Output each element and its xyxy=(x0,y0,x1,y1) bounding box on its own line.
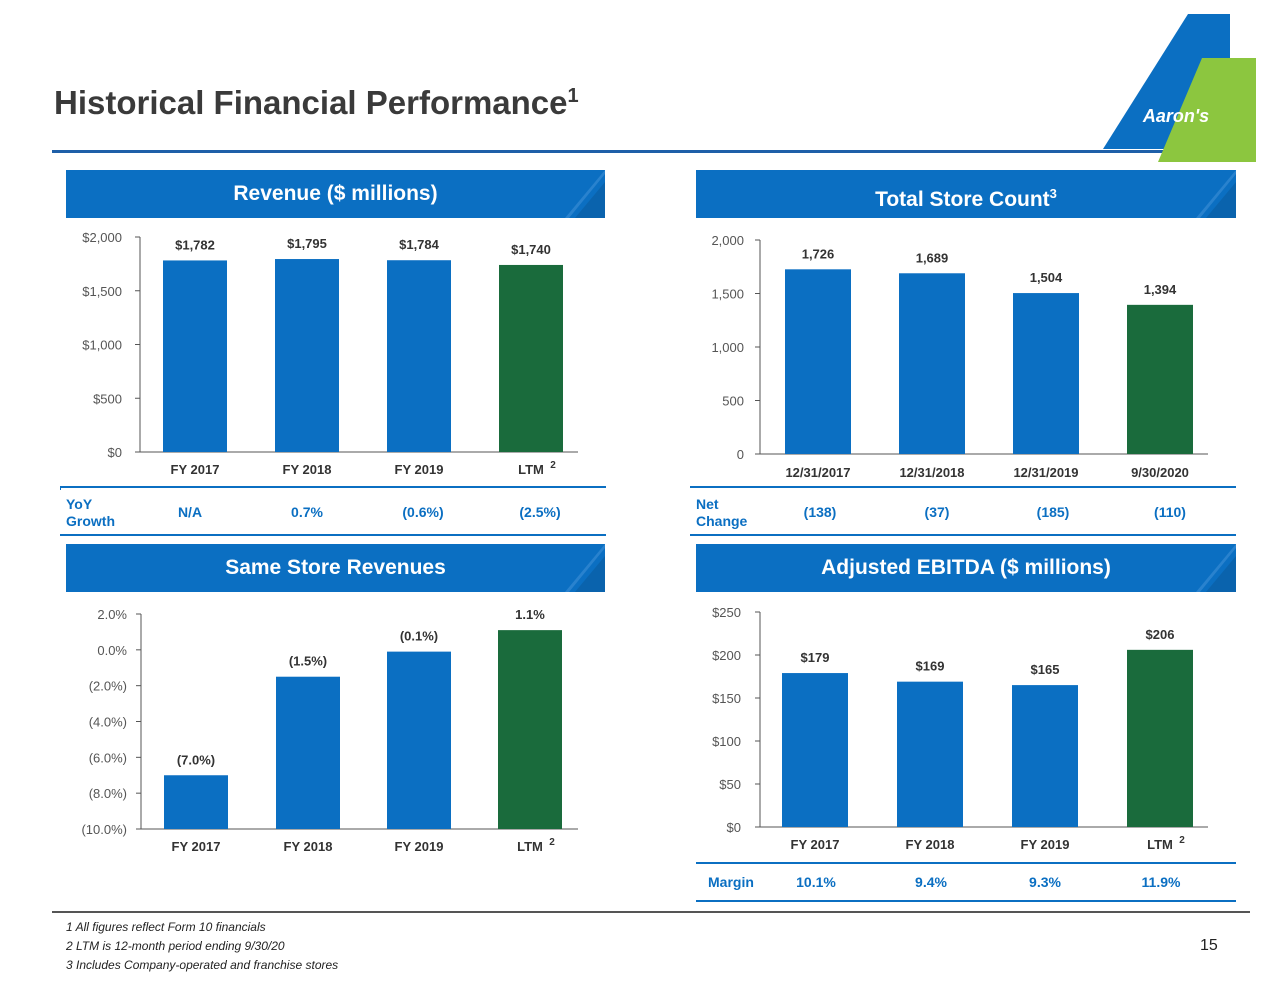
y-tick-label: $50 xyxy=(719,777,741,792)
row-value: 9.3% xyxy=(995,874,1095,890)
row-value: 9.4% xyxy=(881,874,981,890)
y-tick-label: $200 xyxy=(712,648,741,663)
bar xyxy=(1012,685,1078,827)
row-value: 0.7% xyxy=(257,504,357,520)
bar xyxy=(897,682,963,827)
footnote: 1 All figures reflect Form 10 financials xyxy=(66,920,266,934)
bar xyxy=(782,673,848,827)
row-value: N/A xyxy=(140,504,240,520)
revenue-growth-row: YoY Growth N/A 0.7% (0.6%) (2.5%) xyxy=(60,486,606,536)
row-value: 10.1% xyxy=(766,874,866,890)
category-footnote-mark: 2 xyxy=(1179,835,1185,846)
y-tick-label: $250 xyxy=(712,605,741,620)
stores-net-change-row: Net Change (138) (37) (185) (110) xyxy=(690,486,1236,536)
row-value: (185) xyxy=(1003,504,1103,520)
row-label: Net Change xyxy=(696,496,747,530)
row-value: 11.9% xyxy=(1111,874,1211,890)
y-tick-label: $0 xyxy=(727,820,741,835)
row-value: (2.5%) xyxy=(490,504,590,520)
ebitda-margin-row: Margin 10.1% 9.4% 9.3% 11.9% xyxy=(696,862,1236,902)
data-label: $179 xyxy=(801,650,830,665)
row-label: YoY Growth xyxy=(66,496,115,530)
row-value: (0.6%) xyxy=(373,504,473,520)
footnote: 3 Includes Company-operated and franchis… xyxy=(66,958,338,972)
y-tick-label: $100 xyxy=(712,734,741,749)
row-value: (37) xyxy=(887,504,987,520)
row-label: Margin xyxy=(708,874,754,891)
bar xyxy=(1127,650,1193,827)
footer-divider xyxy=(52,911,1250,913)
category-label: FY 2019 xyxy=(1021,837,1070,852)
category-label: FY 2017 xyxy=(791,837,840,852)
data-label: $206 xyxy=(1146,627,1175,642)
row-value: (110) xyxy=(1120,504,1220,520)
footnote: 2 LTM is 12-month period ending 9/30/20 xyxy=(66,939,285,953)
category-label: LTM xyxy=(1147,837,1173,852)
data-label: $169 xyxy=(916,659,945,674)
category-label: FY 2018 xyxy=(906,837,955,852)
row-value: (138) xyxy=(770,504,870,520)
data-label: $165 xyxy=(1031,662,1060,677)
page-number: 15 xyxy=(1200,937,1218,955)
y-tick-label: $150 xyxy=(712,691,741,706)
